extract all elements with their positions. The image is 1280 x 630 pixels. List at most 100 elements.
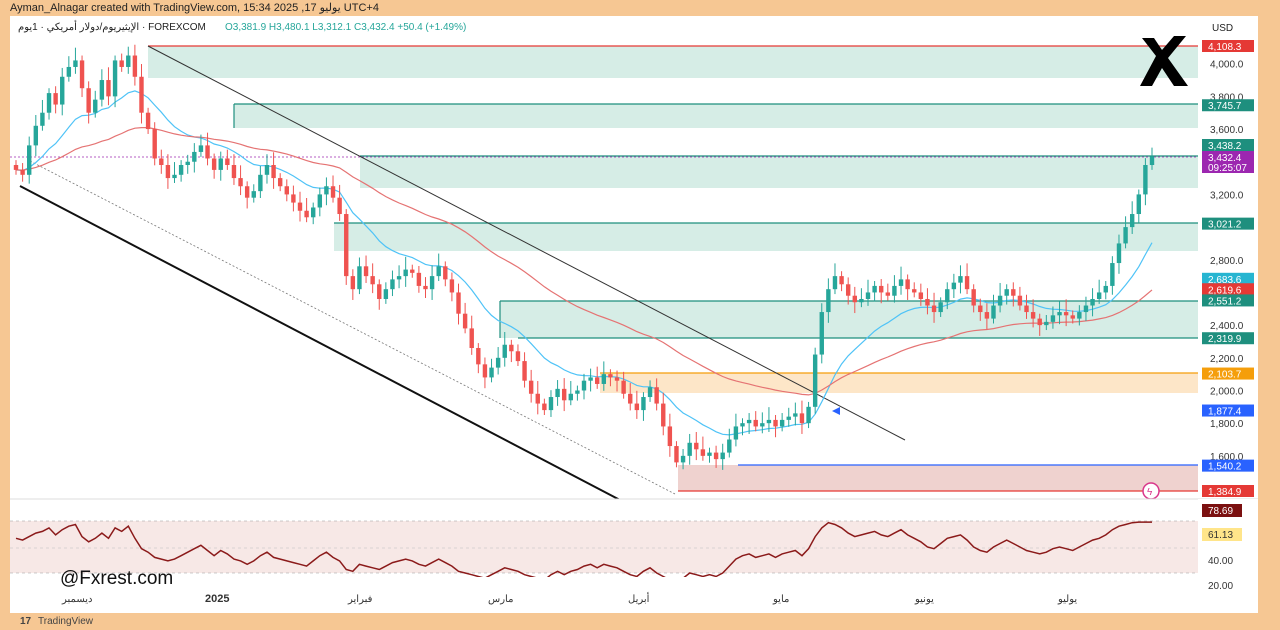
candle-body xyxy=(608,374,613,378)
level-label-11: 1,384.9 xyxy=(1208,487,1242,498)
candle-body xyxy=(502,344,507,358)
candle-body xyxy=(1063,312,1069,316)
supply-zone-top xyxy=(148,46,1198,78)
candle-body xyxy=(879,285,884,293)
candle-body xyxy=(925,298,930,306)
candle-body xyxy=(482,364,488,378)
footer-brand: TradingView xyxy=(38,616,94,627)
candle-body xyxy=(456,292,461,314)
candle-body xyxy=(350,276,356,290)
time-axis[interactable] xyxy=(10,577,1198,613)
time-label-jun: يونيو xyxy=(914,594,934,605)
time-label-may: مايو xyxy=(772,594,789,605)
candle-body xyxy=(271,165,276,179)
candle-body xyxy=(324,186,329,195)
candle-body xyxy=(786,416,791,420)
level-label-10: 1,540.2 xyxy=(1208,462,1242,473)
candle-body xyxy=(1070,315,1075,319)
rsi-current-value: 78.69 xyxy=(1208,506,1233,517)
top-bar: Ayman_Alnagar created with TradingView.c… xyxy=(0,0,1280,16)
symbol-legend[interactable]: الإيثيريوم/دولار أمريكي · 1يوم · FOREXCO… xyxy=(18,20,206,33)
trendline-mid-dotted[interactable] xyxy=(29,160,676,495)
candle-body xyxy=(79,60,85,89)
candle-body xyxy=(806,406,811,424)
price-tick-10: 1,800.0 xyxy=(1210,419,1244,430)
candle-body xyxy=(971,289,976,306)
candle-body xyxy=(73,60,78,67)
rsi-line xyxy=(15,521,1152,583)
price-tick-7: 2,400.0 xyxy=(1210,321,1244,332)
candle-body xyxy=(964,276,970,290)
candle-body xyxy=(713,452,719,460)
demand-zone-2 xyxy=(600,373,1198,393)
candle-body xyxy=(1037,318,1042,326)
candle-body xyxy=(832,276,838,290)
candle-body xyxy=(661,403,666,427)
candle-body xyxy=(20,169,25,175)
currency-label: USD xyxy=(1212,23,1233,34)
level-badge-5 xyxy=(1202,283,1254,296)
candle-body xyxy=(746,419,752,424)
candle-body xyxy=(1017,295,1023,306)
watermark-text: @Fxrest.com xyxy=(60,568,174,589)
candle-body xyxy=(601,374,607,384)
candle-body xyxy=(694,442,699,450)
price-tick-4: 3,200.0 xyxy=(1210,190,1244,201)
price-chart-svg[interactable]: USD 4,000.03,800.03,600.03,400.03,200.02… xyxy=(10,16,1258,613)
credit-text: Ayman_Alnagar created with TradingView.c… xyxy=(10,2,379,14)
candle-body xyxy=(614,377,620,381)
level-badge-1 xyxy=(1202,99,1254,112)
candle-body xyxy=(1090,298,1095,306)
candle-body xyxy=(898,279,904,286)
candle-body xyxy=(489,367,494,378)
level-badge-3 xyxy=(1202,217,1254,230)
candle-body xyxy=(766,419,772,424)
candle-body xyxy=(991,305,996,319)
candle-body xyxy=(258,174,263,192)
candle-body xyxy=(86,88,91,113)
time-label-mar: مارس xyxy=(488,594,513,605)
time-label-apr: أبريل xyxy=(628,592,650,605)
candle-body xyxy=(687,442,692,456)
candle-body xyxy=(60,76,65,105)
price-tick-9: 2,000.0 xyxy=(1210,386,1244,397)
candle-body xyxy=(826,289,831,313)
candle-body xyxy=(641,397,646,411)
candle-body xyxy=(515,351,521,362)
level-label-0: 4,108.3 xyxy=(1208,42,1242,53)
level-label-2: 3,438.2 xyxy=(1208,141,1242,152)
candle-body xyxy=(595,377,600,384)
candle-body xyxy=(819,312,824,355)
candle-body xyxy=(330,186,336,198)
candle-body xyxy=(238,178,243,187)
candle-body xyxy=(198,145,204,152)
trendline-upper[interactable] xyxy=(147,45,906,441)
candle-body xyxy=(912,289,917,293)
candle-body xyxy=(132,55,138,77)
candle-body xyxy=(410,269,415,273)
level-label-9: 1,877.4 xyxy=(1208,407,1242,418)
price-axis[interactable] xyxy=(1198,16,1258,499)
candle-body xyxy=(588,377,593,381)
candle-body xyxy=(192,151,197,162)
ema-slow-line xyxy=(15,127,1153,396)
candle-body xyxy=(740,423,745,427)
candle-body xyxy=(839,276,844,285)
chart-area[interactable]: USD 4,000.03,800.03,600.03,400.03,200.02… xyxy=(10,16,1258,613)
candle-body xyxy=(205,145,210,159)
candle-body xyxy=(46,93,52,113)
price-tick-0: 4,000.0 xyxy=(1210,60,1244,71)
countdown-value: 09:25:07 xyxy=(1208,163,1247,174)
brand-x-logo-icon xyxy=(1140,36,1188,86)
svg-text:ϟ: ϟ xyxy=(1147,487,1153,498)
trendline-lower[interactable] xyxy=(19,185,621,501)
price-tick-1: 3,800.0 xyxy=(1210,92,1244,103)
candle-body xyxy=(865,292,871,299)
candle-body xyxy=(628,393,633,404)
level-badge-4 xyxy=(1202,272,1254,285)
candle-body xyxy=(178,165,184,175)
candle-body xyxy=(1129,214,1135,228)
candle-body xyxy=(905,279,910,290)
candle-body xyxy=(66,66,72,77)
